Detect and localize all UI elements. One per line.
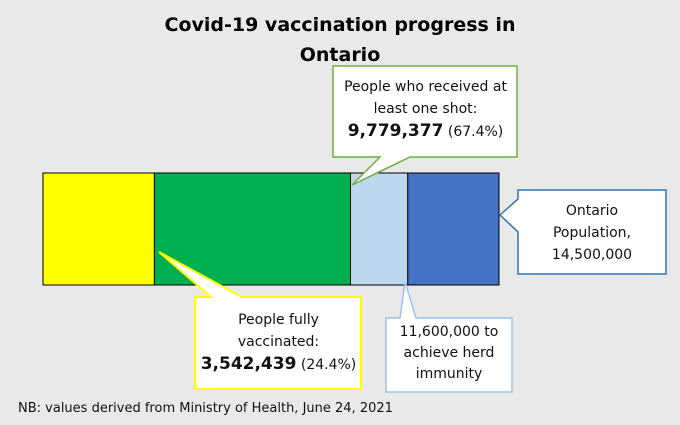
callout-one-shot-value: 9,779,377 [347, 121, 444, 141]
callout-box-one-shot [332, 65, 518, 186]
callout-one-shot-pct: (67.4%) [447, 124, 504, 140]
callout-population-line2: Population, [552, 225, 631, 241]
callout-population-line1: Ontario [565, 203, 619, 219]
callout-herd-line3: immunity [415, 366, 483, 382]
callout-one-shot-line2: least one shot: [373, 101, 478, 117]
callout-fully-line2: vaccinated: [237, 334, 320, 350]
callout-population: Ontario Population, 14,500,000 [518, 200, 666, 266]
callout-population-line3: 14,500,000 [551, 247, 633, 263]
callout-herd-line1: 11,600,000 to [399, 324, 499, 340]
callout-fully-line1: People fully [238, 312, 319, 328]
callout-fully-value: 3,542,439 [200, 354, 297, 374]
bar-segment-herd-immunity [350, 172, 409, 286]
bar-segment-fully-vaccinated [42, 172, 155, 286]
callout-one-shot-line1: People who received at [344, 79, 507, 95]
callout-herd: 11,600,000 to achieve herd immunity [386, 322, 512, 385]
chart-title: Covid-19 vaccination progress in Ontario [164, 14, 516, 66]
bar-segment-population [407, 172, 500, 286]
footnote: NB: values derived from Ministry of Heal… [18, 401, 393, 416]
callout-box-fully [158, 251, 362, 390]
callout-one-shot: People who received at least one shot: 9… [334, 76, 517, 143]
callout-box-herd [385, 281, 513, 393]
callout-herd-line2: achieve herd [403, 345, 495, 361]
callout-box-population [498, 189, 667, 275]
callout-fully-pct: (24.4%) [300, 357, 357, 373]
callout-fully: People fully vaccinated: 3,542,439 (24.4… [196, 309, 361, 376]
